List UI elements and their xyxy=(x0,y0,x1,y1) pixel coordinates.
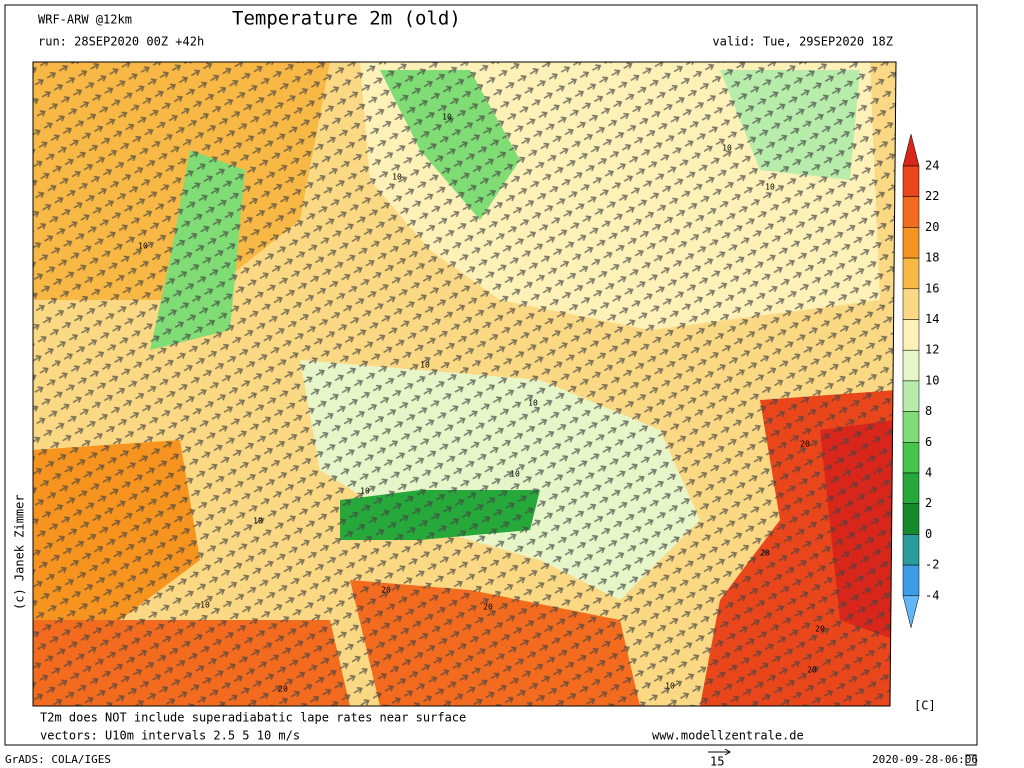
colorbar-band xyxy=(902,442,920,474)
valid: valid: Tue, 29SEP2020 18Z xyxy=(712,35,893,49)
colorbar-band xyxy=(902,227,920,259)
corner-box xyxy=(965,754,977,766)
colorbar-label: 0 xyxy=(925,527,932,541)
colorbar-band xyxy=(902,319,920,351)
contour-label: 10 xyxy=(665,682,675,691)
contour-label: 20 xyxy=(381,586,391,595)
colorbar-label: 24 xyxy=(925,159,939,173)
contour-label: 10 xyxy=(138,242,148,251)
colorbar-label: 2 xyxy=(925,496,932,510)
contour-label: 20 xyxy=(815,625,825,634)
credit: (c) Janek Zimmer xyxy=(13,494,27,610)
unit: [C] xyxy=(914,699,936,713)
map: 10 10 10 10 10 10 10 10 10 10 10 10 20 20 20 20 20 20 20 xyxy=(33,62,896,706)
colorbar-band xyxy=(902,411,920,443)
colorbar-label: 22 xyxy=(925,189,939,203)
timestamp: 2020-09-28-06:06 xyxy=(872,753,978,766)
title: Temperature 2m (old) xyxy=(232,8,461,30)
contour-label: 10 xyxy=(442,113,452,122)
colorbar-band xyxy=(902,380,920,412)
wind-vectors xyxy=(33,62,896,706)
colorbar-label: -2 xyxy=(925,558,939,572)
contour-label: 10 xyxy=(392,173,402,182)
contour-label: 20 xyxy=(800,440,810,449)
site: www.modellzentrale.de xyxy=(652,729,804,743)
contour-label: 10 xyxy=(200,601,210,610)
colorbar-label: 18 xyxy=(925,251,939,265)
colorbar-band xyxy=(902,165,920,197)
colorbar-label: 16 xyxy=(925,281,939,295)
colorbar-label: 4 xyxy=(925,466,932,480)
colorbar-label: 14 xyxy=(925,312,939,326)
colorbar-band xyxy=(902,349,920,382)
colorbar-band xyxy=(902,472,920,504)
colorbar-label: 20 xyxy=(925,220,939,234)
contour-label: 10 xyxy=(360,487,370,496)
colorbar-band xyxy=(902,257,920,290)
run: run: 28SEP2020 00Z +42h xyxy=(38,35,204,49)
colorbar-label: 8 xyxy=(925,404,932,418)
ref-vector: 15 xyxy=(710,755,724,768)
contour-label: 10 xyxy=(722,144,732,153)
colorbar-band xyxy=(902,196,920,228)
colorbar-tip xyxy=(902,133,920,167)
frame xyxy=(4,4,978,746)
contour-label: 20 xyxy=(278,685,288,694)
colorbar-band xyxy=(902,503,920,535)
contour-label: 20 xyxy=(807,666,817,675)
map-border xyxy=(32,61,897,707)
contour-label: 10 xyxy=(765,183,775,192)
colorbar-label: -4 xyxy=(925,588,939,602)
model: WRF-ARW @12km xyxy=(38,13,132,27)
contour-label: 20 xyxy=(760,549,770,558)
vectors: vectors: U10m intervals 2.5 5 10 m/s xyxy=(40,729,300,743)
contour-label: 10 xyxy=(510,470,520,479)
colorbar-label: 12 xyxy=(925,343,939,357)
contour-label: 10 xyxy=(528,399,538,408)
contour-label: 20 xyxy=(483,603,493,612)
colorbar-tip xyxy=(902,595,920,628)
contour-label: 10 xyxy=(253,517,263,526)
ref-arrow xyxy=(708,748,731,756)
colorbar-band xyxy=(902,534,920,566)
colorbar-label: 10 xyxy=(925,373,939,387)
colorbar-label: 6 xyxy=(925,435,932,449)
note: T2m does NOT include superadiabatic lape… xyxy=(40,711,466,725)
contour-label: 10 xyxy=(420,361,430,370)
colorbar-band xyxy=(902,288,920,320)
grads: GrADS: COLA/IGES xyxy=(5,753,111,766)
colorbar-band xyxy=(902,564,920,597)
